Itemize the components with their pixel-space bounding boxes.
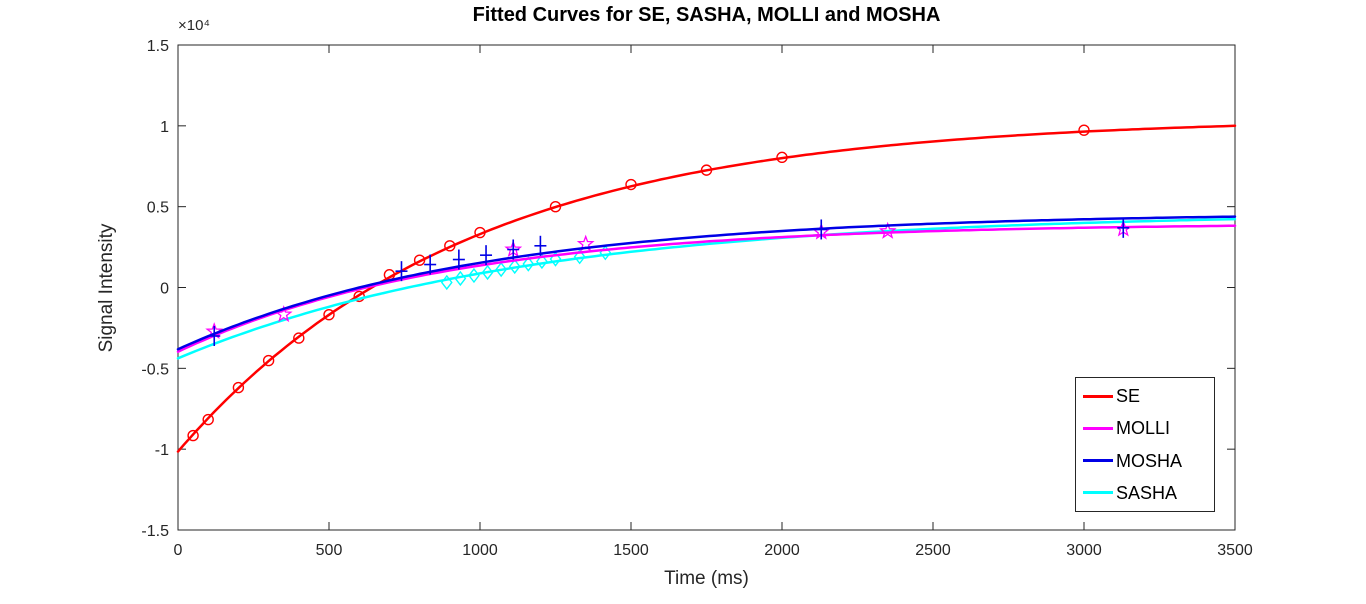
- legend: SE MOLLI MOSHA SASHA: [1075, 377, 1215, 512]
- legend-line-se: [1083, 394, 1113, 398]
- legend-line-sasha: [1083, 491, 1113, 495]
- marker-circle: [474, 226, 486, 239]
- marker-circle: [444, 240, 456, 252]
- legend-item-se: SE: [1083, 387, 1214, 405]
- marker-circle: [262, 354, 275, 367]
- marker-diamond: [454, 270, 467, 287]
- marker-circle: [293, 332, 305, 344]
- y-axis-label: Signal Intensity: [96, 223, 117, 353]
- legend-label-molli: MOLLI: [1116, 418, 1171, 439]
- legend-line-molli: [1083, 426, 1113, 430]
- marker-diamond: [508, 258, 521, 275]
- chart-title: Fitted Curves for SE, SASHA, MOLLI and M…: [472, 4, 941, 26]
- marker-circle: [1078, 124, 1090, 136]
- marker-circle: [700, 164, 713, 176]
- curve-sasha: [176, 217, 1237, 360]
- marker-circle: [625, 178, 637, 191]
- y-tick-label: -1.5: [141, 523, 169, 540]
- marker-pentagram: [878, 221, 897, 239]
- marker-pentagram: [274, 305, 293, 323]
- marker-circle: [202, 413, 214, 426]
- marker-circle: [187, 429, 199, 442]
- legend-item-molli: MOLLI: [1083, 419, 1214, 437]
- marker-circle: [323, 308, 335, 321]
- y-tick-label: 1.5: [147, 38, 169, 55]
- curve-molli: [176, 224, 1237, 353]
- marker-circle: [776, 151, 788, 164]
- marker-diamond: [468, 267, 480, 284]
- x-tick-label: 2500: [915, 542, 951, 559]
- x-tick-label: 3500: [1217, 542, 1253, 559]
- legend-label-sasha: SASHA: [1116, 482, 1178, 503]
- legend-label-se: SE: [1116, 386, 1141, 407]
- x-tick-label: 2000: [764, 542, 800, 559]
- legend-line-mosha: [1083, 459, 1113, 463]
- marker-diamond: [599, 245, 612, 261]
- marker-circle: [232, 381, 245, 394]
- marker-diamond: [536, 253, 548, 270]
- legend-item-sasha: SASHA: [1083, 484, 1214, 502]
- y-tick-label: -1: [155, 442, 169, 459]
- marker-diamond: [573, 249, 586, 265]
- marker-diamond: [522, 256, 535, 272]
- legend-label-mosha: MOSHA: [1116, 450, 1183, 471]
- marker-circle: [549, 200, 562, 213]
- x-tick-label: 3000: [1066, 542, 1102, 559]
- y-tick-label: 0: [160, 281, 169, 298]
- y-axis-exponent-label: ×10⁴: [178, 17, 210, 34]
- x-tick-label: 1000: [462, 542, 498, 559]
- x-tick-label: 0: [174, 542, 183, 559]
- marker-diamond: [481, 264, 494, 281]
- y-tick-label: -0.5: [141, 361, 169, 378]
- marker-diamond: [440, 274, 453, 291]
- x-axis-label: Time (ms): [664, 568, 749, 589]
- x-tick-label: 1500: [613, 542, 649, 559]
- legend-item-mosha: MOSHA: [1083, 452, 1214, 470]
- marker-circle: [413, 254, 426, 266]
- y-tick-label: 0.5: [147, 200, 169, 217]
- marker-diamond: [495, 261, 508, 278]
- y-tick-label: 1: [160, 119, 169, 136]
- x-tick-label: 500: [316, 542, 343, 559]
- curve-mosha: [176, 215, 1237, 351]
